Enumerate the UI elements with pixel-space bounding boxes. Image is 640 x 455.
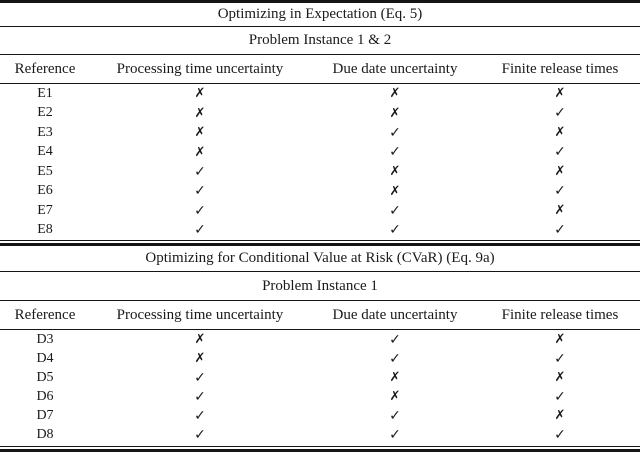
table-row: D4 ✗ ✓ ✓ (0, 349, 640, 368)
reference-cell: D3 (36, 331, 54, 347)
check-mark-icon: ✓ (389, 202, 401, 219)
rule (0, 300, 640, 301)
section-subtitle: Problem Instance 1 & 2 (248, 32, 392, 48)
check-mark-icon: ✓ (194, 426, 206, 443)
section-separator-thick-rule (0, 243, 640, 246)
table-row: D7 ✓ ✓ ✗ (0, 406, 640, 425)
x-mark-icon: ✗ (194, 105, 206, 121)
x-mark-icon: ✗ (194, 144, 206, 160)
table-row: D8 ✓ ✓ ✓ (0, 425, 640, 444)
x-mark-icon: ✗ (554, 86, 566, 102)
rule (0, 54, 640, 55)
x-mark-icon: ✗ (554, 164, 566, 180)
reference-cell: D7 (36, 407, 54, 423)
check-mark-icon: ✓ (194, 163, 206, 180)
reference-cell: E7 (37, 202, 53, 218)
check-mark-icon: ✓ (554, 350, 566, 367)
table-row: D5 ✓ ✗ ✗ (0, 368, 640, 387)
x-mark-icon: ✗ (389, 105, 401, 121)
reference-cell: D5 (36, 369, 54, 385)
x-mark-icon: ✗ (554, 408, 566, 423)
check-mark-icon: ✓ (194, 388, 206, 405)
reference-cell: E4 (37, 144, 53, 160)
table-row: E7 ✓ ✓ ✗ (0, 201, 640, 221)
column-header-reference: Reference (14, 306, 76, 323)
x-mark-icon: ✗ (194, 125, 206, 141)
table-row: E3 ✗ ✓ ✗ (0, 123, 640, 143)
check-mark-icon: ✓ (389, 222, 401, 239)
rule (0, 271, 640, 272)
bottom-thin-rule (0, 446, 640, 447)
reference-cell: E1 (37, 85, 53, 101)
table-row: E4 ✗ ✓ ✓ (0, 143, 640, 163)
reference-cell: D4 (36, 350, 54, 366)
rule (0, 329, 640, 330)
check-mark-icon: ✓ (389, 331, 401, 348)
x-mark-icon: ✗ (554, 203, 566, 219)
reference-cell: E5 (37, 163, 53, 179)
reference-cell: D8 (36, 426, 54, 442)
x-mark-icon: ✗ (389, 164, 401, 180)
x-mark-icon: ✗ (554, 370, 566, 385)
column-header-row: Reference Processing time uncertainty Du… (0, 55, 640, 83)
column-header-due-date: Due date uncertainty (332, 306, 458, 323)
check-mark-icon: ✓ (554, 388, 566, 405)
check-mark-icon: ✓ (194, 202, 206, 219)
section-title: Optimizing for Conditional Value at Risk… (145, 250, 495, 266)
table-row: D3 ✗ ✓ ✗ (0, 330, 640, 349)
column-header-release-times: Finite release times (501, 306, 619, 323)
top-rule (0, 0, 640, 3)
check-mark-icon: ✓ (554, 105, 566, 122)
check-mark-icon: ✓ (194, 407, 206, 424)
reference-cell: E8 (37, 222, 53, 238)
reference-cell: E3 (37, 124, 53, 140)
check-mark-icon: ✓ (554, 426, 566, 443)
x-mark-icon: ✗ (389, 183, 401, 199)
check-mark-icon: ✓ (389, 426, 401, 443)
check-mark-icon: ✓ (389, 144, 401, 161)
rule (0, 26, 640, 27)
rule (0, 83, 640, 84)
column-header-reference: Reference (14, 60, 76, 77)
check-mark-icon: ✓ (389, 407, 401, 424)
check-mark-icon: ✓ (389, 124, 401, 141)
check-mark-icon: ✓ (194, 369, 206, 386)
x-mark-icon: ✗ (389, 389, 401, 404)
reference-cell: E6 (37, 183, 53, 199)
x-mark-icon: ✗ (194, 86, 206, 102)
reference-cell: E2 (37, 105, 53, 121)
column-header-release-times: Finite release times (501, 60, 619, 77)
check-mark-icon: ✓ (554, 222, 566, 239)
x-mark-icon: ✗ (194, 332, 206, 347)
check-mark-icon: ✓ (194, 222, 206, 239)
reference-cell: D6 (36, 388, 54, 404)
x-mark-icon: ✗ (554, 125, 566, 141)
section-separator-thin-rule (0, 240, 640, 241)
section-subtitle: Problem Instance 1 (262, 277, 378, 294)
column-header-row: Reference Processing time uncertainty Du… (0, 301, 640, 329)
check-mark-icon: ✓ (194, 183, 206, 200)
table-row: E5 ✓ ✗ ✗ (0, 162, 640, 182)
check-mark-icon: ✓ (554, 144, 566, 161)
table-row: D6 ✓ ✗ ✓ (0, 387, 640, 406)
x-mark-icon: ✗ (194, 351, 206, 366)
check-mark-icon: ✓ (554, 183, 566, 200)
section-title: Optimizing in Expectation (Eq. 5) (217, 6, 423, 22)
table-row: E6 ✓ ✗ ✓ (0, 182, 640, 202)
table-row: E8 ✓ ✓ ✓ (0, 221, 640, 241)
column-header-processing-time: Processing time uncertainty (116, 306, 284, 323)
x-mark-icon: ✗ (554, 332, 566, 347)
column-header-due-date: Due date uncertainty (332, 60, 458, 77)
table-row: E2 ✗ ✗ ✓ (0, 104, 640, 124)
bottom-rule (0, 449, 640, 452)
check-mark-icon: ✓ (389, 350, 401, 367)
x-mark-icon: ✗ (389, 86, 401, 102)
table-row: E1 ✗ ✗ ✗ (0, 84, 640, 104)
column-header-processing-time: Processing time uncertainty (116, 60, 284, 77)
x-mark-icon: ✗ (389, 370, 401, 385)
